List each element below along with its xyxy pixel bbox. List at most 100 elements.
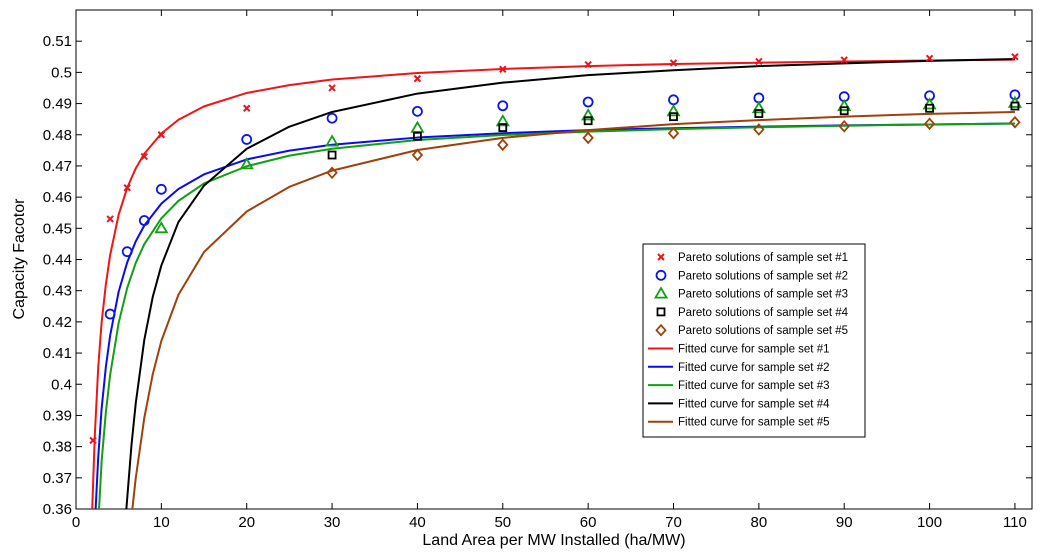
point-s2-0	[104, 308, 116, 320]
y-tick-label-5: 0.41	[43, 345, 72, 362]
y-tick-label-15: 0.51	[43, 33, 72, 50]
point-s1-13	[925, 54, 934, 63]
point-s4-5	[754, 109, 764, 118]
legend-entry-7: Fitted curve for sample set #3	[648, 380, 829, 392]
point-s1-3	[140, 152, 148, 161]
y-tick-label-3: 0.39	[43, 407, 72, 424]
y-tick-label-10: 0.46	[43, 189, 72, 206]
x-axis-title: Land Area per MW Installed (ha/MW)	[422, 532, 685, 549]
legend-entry-5: Fitted curve for sample set #1	[648, 344, 829, 356]
y-tick-label-7: 0.43	[43, 283, 72, 300]
legend-marker-3	[656, 307, 666, 317]
y-tick-label-1: 0.37	[43, 470, 72, 487]
point-s1-11	[755, 57, 763, 66]
point-s3-0	[154, 221, 169, 234]
point-s1-6	[328, 84, 336, 92]
pareto-series-5	[326, 115, 1021, 180]
point-s5-6	[838, 119, 850, 133]
point-s2-7	[497, 100, 509, 112]
y-tick-label-0: 0.36	[43, 501, 72, 518]
x-tick-label-3: 30	[324, 514, 341, 531]
y-tick-label-14: 0.5	[51, 64, 72, 81]
legend-entry-4: Pareto solutions of sample set #5	[655, 323, 848, 337]
y-tick-label-13: 0.49	[43, 96, 72, 113]
axes: 0 10 20 30 40 50 60 70 80 90 100 110 0.36 0.37 0.38 0.3…	[43, 10, 1032, 531]
pareto-series-4	[327, 101, 1020, 160]
x-tick-label-8: 80	[751, 514, 768, 531]
legend-box	[642, 243, 866, 438]
point-s1-8	[499, 65, 507, 73]
fitted-curve-1	[91, 58, 1015, 509]
pareto-series-1	[89, 53, 1019, 445]
point-s1-12	[840, 56, 848, 64]
legend-marker-0	[657, 253, 665, 261]
legend-label-1: Pareto solutions of sample set #2	[678, 270, 848, 282]
y-tick-label-8: 0.44	[43, 252, 72, 269]
point-s3-1	[239, 157, 254, 170]
point-s4-1	[413, 131, 422, 141]
point-s3-8	[837, 98, 852, 111]
point-s3-9	[922, 97, 937, 110]
x-tick-label-5: 50	[494, 514, 511, 531]
x-tick-label-2: 20	[238, 514, 255, 531]
y-tick-label-6: 0.42	[43, 314, 72, 331]
x-tick-label-9: 90	[836, 514, 853, 531]
plot-area	[75, 9, 1033, 510]
point-s5-0	[326, 166, 338, 180]
legend-entry-3: Pareto solutions of sample set #4	[656, 307, 849, 319]
legend-entry-0: Pareto solutions of sample set #1	[657, 252, 848, 264]
point-s2-3	[155, 183, 167, 195]
y-tick-label-11: 0.47	[43, 158, 72, 175]
x-tick-label-4: 40	[409, 514, 426, 531]
point-s5-5	[753, 123, 765, 136]
point-s3-5	[581, 108, 596, 121]
point-s4-2	[498, 123, 508, 132]
point-s4-7	[925, 103, 934, 113]
x-tick-label-6: 60	[580, 514, 597, 531]
legend-label-6: Fitted curve for sample set #2	[678, 362, 829, 374]
legend-label-2: Pareto solutions of sample set #3	[678, 289, 848, 301]
legend-entry-6: Fitted curve for sample set #2	[648, 362, 829, 374]
legend-entry-1: Pareto solutions of sample set #2	[655, 269, 848, 282]
point-s5-3	[582, 131, 594, 145]
legend-marker-1	[655, 269, 667, 281]
point-s4-4	[669, 112, 678, 122]
point-s1-4	[157, 131, 166, 139]
legend-marker-2	[653, 286, 669, 299]
point-s2-5	[326, 112, 338, 124]
x-tick-label-11: 110	[1003, 514, 1027, 531]
point-s1-1	[106, 215, 114, 223]
point-s1-0	[89, 436, 97, 445]
point-s3-7	[751, 100, 766, 114]
pareto-series-3	[154, 95, 1022, 234]
y-tick-label-9: 0.45	[43, 220, 72, 237]
legend-marker-4	[655, 323, 667, 337]
point-s1-10	[669, 59, 678, 67]
point-s1-7	[413, 74, 422, 83]
point-s5-1	[411, 148, 424, 162]
legend-label-5: Fitted curve for sample set #1	[678, 344, 829, 356]
point-s1-9	[584, 60, 592, 69]
point-s1-2	[123, 184, 131, 192]
point-s3-6	[666, 104, 681, 117]
legend-label-8: Fitted curve for sample set #4	[678, 398, 830, 410]
fitted-curves	[91, 57, 1015, 509]
fitted-curve-4	[125, 57, 1015, 509]
point-s3-4	[495, 114, 510, 127]
point-s2-6	[412, 105, 423, 117]
y-tick-label-2: 0.38	[43, 439, 72, 456]
fitted-curve-5	[131, 110, 1015, 509]
point-s2-2	[138, 215, 150, 226]
point-s2-1	[121, 246, 133, 258]
x-tick-label-10: 100	[917, 514, 942, 531]
legend-label-0: Pareto solutions of sample set #1	[678, 252, 848, 264]
fitted-curve-3	[98, 122, 1015, 509]
point-s5-7	[923, 117, 936, 131]
point-s4-0	[327, 150, 337, 160]
x-tick-label-7: 70	[665, 514, 682, 531]
point-s5-2	[497, 138, 509, 152]
y-tick-label-4: 0.4	[51, 376, 72, 393]
point-s4-8	[1010, 101, 1020, 111]
legend-entry-8: Fitted curve for sample set #4	[648, 398, 830, 410]
point-s4-6	[839, 106, 849, 116]
